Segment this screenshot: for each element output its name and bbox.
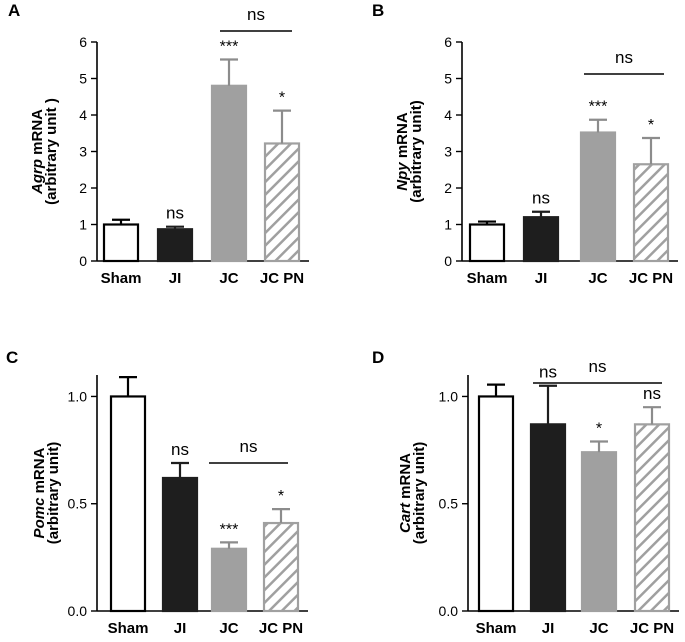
bar-sham [109, 395, 147, 613]
y-tick-label: 6 [444, 34, 452, 50]
panel-letter: C [6, 348, 18, 367]
comparison-label: ns [589, 357, 607, 376]
y-axis-label-suffix: mRNA [397, 453, 414, 503]
y-axis-label-line2: (arbitrary unit) [411, 442, 428, 545]
category-label: Sham [476, 620, 517, 637]
y-tick-label: 0.0 [439, 603, 459, 619]
y-tick-label: 4 [444, 107, 452, 123]
significance-label: ns [532, 189, 550, 208]
category-label: JI [169, 270, 182, 287]
bar-sham [102, 223, 140, 263]
y-tick-label: 1 [79, 217, 87, 233]
y-tick-label: 2 [444, 180, 452, 196]
bar-jc [579, 131, 617, 263]
y-tick-label: 1.0 [439, 388, 459, 404]
bar-ji [156, 228, 194, 263]
bar-jc [210, 547, 248, 613]
y-tick-label: 2 [79, 180, 87, 196]
panel-letter: A [8, 1, 20, 20]
category-label: JI [542, 620, 555, 637]
gene-name: Agrp [29, 159, 46, 195]
y-tick-label: 3 [444, 144, 452, 160]
bar-sham [468, 223, 506, 263]
chart-panel-C: C 0.0 0.5 1.0 Pomc mRNA(arbitrary unit) Sham n… [6, 348, 308, 637]
category-label: JC [219, 620, 238, 637]
category-label: JC PN [260, 270, 304, 287]
category-label: JC PN [259, 620, 303, 637]
bar-jc-pn [263, 142, 301, 263]
bar-jc-pn [633, 423, 671, 613]
significance-label: *** [220, 39, 239, 56]
bar-jc [210, 84, 248, 263]
y-tick-label: 0 [444, 253, 452, 269]
bar-sham [477, 395, 515, 613]
significance-label: * [278, 488, 284, 505]
chart-panel-A: A 0 1 2 3 4 5 6 Agrp mRNA(arbitrary unit ) Sham ns… [8, 1, 309, 287]
category-label: JI [535, 270, 548, 287]
category-label: JC [588, 270, 607, 287]
significance-label: ns [166, 204, 184, 223]
category-label: Sham [467, 270, 508, 287]
category-label: JI [174, 620, 187, 637]
chart-panel-B: B 0 1 2 3 4 5 6 Npy mRNA(arbitrary unit) Sham ns JI… [372, 1, 678, 287]
comparison-label: ns [240, 437, 258, 456]
panel-letter: D [372, 348, 384, 367]
significance-label: *** [589, 99, 608, 116]
y-axis-label-line2: (arbitrary unit) [408, 100, 425, 203]
y-axis-label-line1: Cart mRNA [397, 453, 414, 533]
bar-ji [529, 423, 567, 613]
significance-label: ns [539, 363, 557, 382]
significance-label: * [648, 117, 654, 134]
y-axis-label-suffix: mRNA [29, 109, 46, 159]
bar-jc-pn [262, 521, 300, 613]
chart-panel-D: D 0.0 0.5 1.0 Cart mRNA(arbitrary unit) Sham n… [372, 348, 679, 637]
y-axis-label-line2: (arbitrary unit) [45, 442, 62, 545]
category-label: Sham [108, 620, 149, 637]
significance-label: ns [171, 440, 189, 459]
comparison-label: ns [615, 48, 633, 67]
y-tick-label: 3 [79, 144, 87, 160]
y-axis-label-line1: Agrp mRNA [29, 109, 46, 195]
y-tick-label: 1 [444, 217, 452, 233]
bar-ji [161, 476, 199, 613]
y-axis-label-line2: (arbitrary unit ) [43, 98, 60, 205]
gene-name: Npy [394, 162, 411, 191]
y-axis-label-line1: Pomc mRNA [31, 447, 48, 538]
gene-name: Pomc [31, 497, 48, 539]
y-tick-label: 1.0 [68, 388, 88, 404]
y-tick-label: 5 [444, 71, 452, 87]
category-label: JC [589, 620, 608, 637]
y-axis-label-suffix: mRNA [394, 112, 411, 162]
panel-letter: B [372, 1, 384, 20]
category-label: Sham [101, 270, 142, 287]
bar-jc-pn [632, 163, 670, 263]
category-label: JC PN [629, 270, 673, 287]
category-label: JC [219, 270, 238, 287]
category-label: JC PN [630, 620, 674, 637]
y-tick-label: 0 [79, 253, 87, 269]
y-tick-label: 0.5 [68, 496, 88, 512]
bar-jc [580, 451, 618, 613]
y-axis-label-suffix: mRNA [31, 447, 48, 497]
y-tick-label: 4 [79, 107, 87, 123]
bar-ji [522, 216, 560, 263]
y-tick-label: 6 [79, 34, 87, 50]
y-axis-label-line1: Npy mRNA [394, 112, 411, 191]
significance-label: ns [643, 384, 661, 403]
significance-label: * [596, 421, 602, 438]
gene-name: Cart [397, 502, 414, 533]
significance-label: * [279, 90, 285, 107]
significance-label: *** [220, 521, 239, 538]
comparison-label: ns [247, 5, 265, 24]
y-tick-label: 0.0 [68, 603, 88, 619]
y-tick-label: 5 [79, 71, 87, 87]
y-tick-label: 0.5 [439, 496, 459, 512]
